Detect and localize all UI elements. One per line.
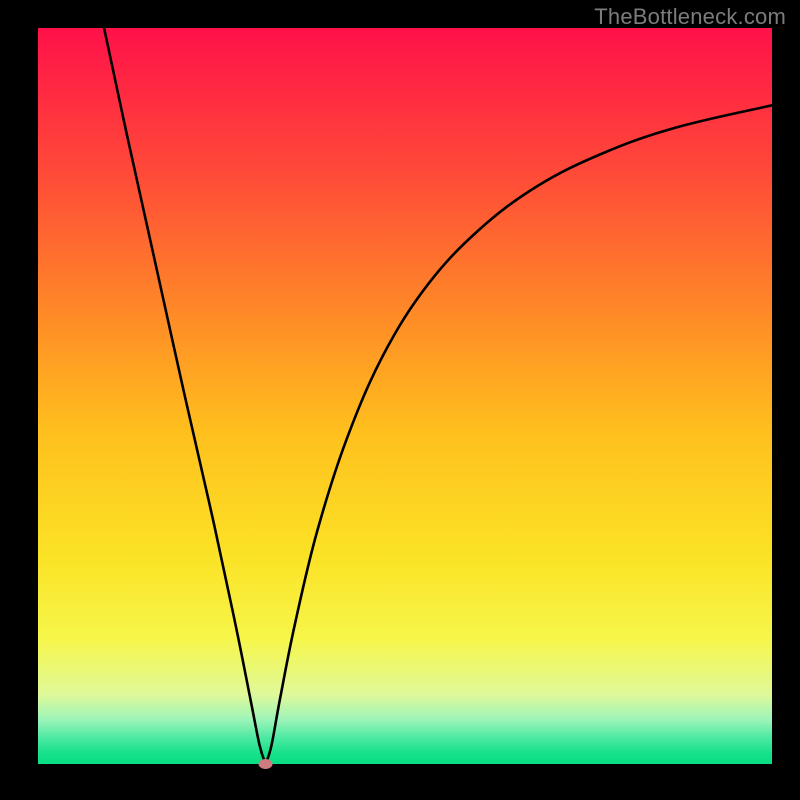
bottleneck-chart-svg [0, 0, 800, 800]
chart-background-gradient [38, 28, 772, 764]
minimum-marker [259, 759, 273, 769]
chart-container: TheBottleneck.com [0, 0, 800, 800]
